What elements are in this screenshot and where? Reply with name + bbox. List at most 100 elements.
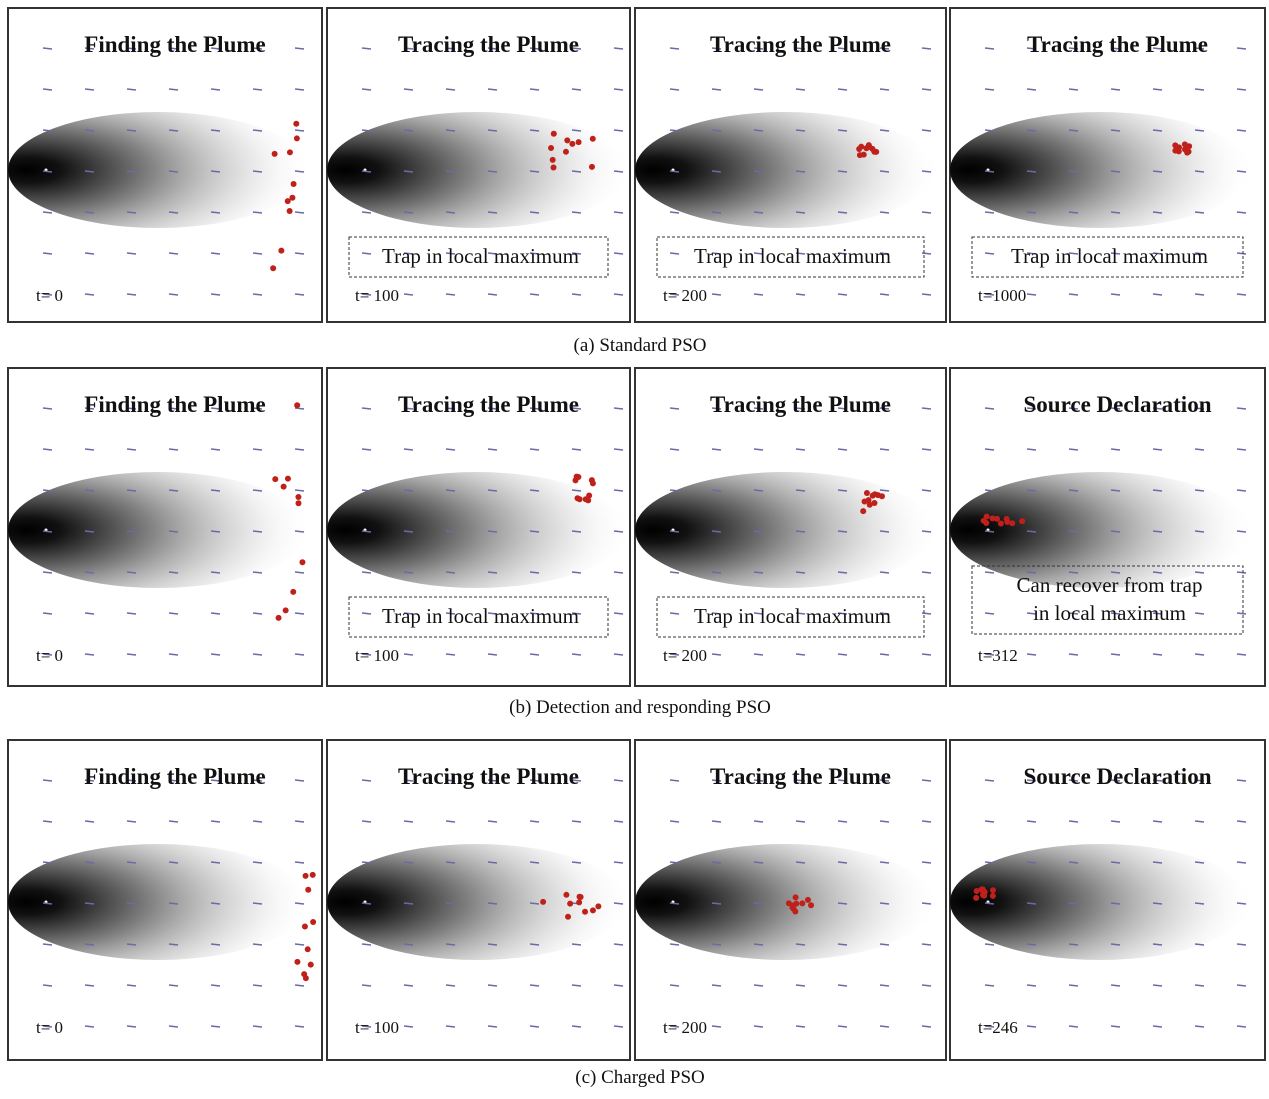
wind-arrow [754,212,763,213]
wind-arrow [211,944,220,945]
panel-title: Tracing the Plume [710,392,891,417]
wind-arrow [1111,862,1120,863]
particle [276,615,282,621]
wind-arrow [670,531,679,532]
wind-arrow [1069,862,1078,863]
wind-arrow [670,89,679,90]
wind-arrow [253,130,262,131]
panel: Tracing the Plumet= 100 [327,740,630,1060]
particle [565,914,571,920]
wind-arrow [211,531,220,532]
particle [583,496,589,502]
wind-arrow [253,89,262,90]
wind-arrow [1111,1026,1120,1027]
wind-arrow [446,985,455,986]
time-label: t= 100 [355,1018,399,1037]
wind-arrow [446,654,455,655]
panel-title: Finding the Plume [84,32,265,57]
wind-arrow [1027,490,1036,491]
wind-arrow [922,1026,931,1027]
wind-arrow [922,130,931,131]
wind-arrow [922,944,931,945]
wind-arrow [1153,294,1162,295]
wind-arrow [295,48,304,49]
particle [989,515,995,521]
time-label: t= 200 [663,1018,707,1037]
time-label: t= 0 [36,286,63,305]
particle [289,195,295,201]
wind-arrow [572,171,581,172]
wind-arrow [253,985,262,986]
particle [308,962,314,968]
plume [8,844,308,960]
wind-arrow [127,572,136,573]
wind-arrow [1237,48,1246,49]
wind-arrow [127,449,136,450]
particle [294,402,300,408]
panel-title: Source Declaration [1023,392,1211,417]
wind-arrow [880,944,889,945]
particle [281,484,287,490]
wind-arrow [754,903,763,904]
wind-arrow [211,449,220,450]
wind-arrow [211,985,220,986]
wind-arrow [754,89,763,90]
wind-arrow [1195,1026,1204,1027]
wind-arrow [1195,171,1204,172]
particle [589,164,595,170]
wind-arrow [572,862,581,863]
wind-arrow [85,171,94,172]
wind-arrow [295,903,304,904]
wind-arrow [446,449,455,450]
wind-arrow [211,171,220,172]
wind-arrow [614,821,623,822]
wind-arrow [253,449,262,450]
particle [793,894,799,900]
wind-arrow [985,572,994,573]
wind-arrow [985,780,994,781]
wind-arrow [253,613,262,614]
wind-arrow [1027,654,1036,655]
wind-arrow [985,531,994,532]
wind-arrow [85,985,94,986]
wind-arrow [446,294,455,295]
wind-arrow [404,821,413,822]
wind-arrow [1237,1026,1246,1027]
wind-arrow [670,48,679,49]
wind-arrow [838,294,847,295]
wind-arrow [712,89,721,90]
wind-arrow [838,130,847,131]
wind-arrow [530,1026,539,1027]
time-label: t=312 [978,646,1018,665]
wind-arrow [362,985,371,986]
particle [860,508,866,514]
wind-arrow [614,490,623,491]
particle [551,164,557,170]
wind-arrow [614,171,623,172]
wind-arrow [530,531,539,532]
particle [295,494,301,500]
wind-arrow [530,572,539,573]
wind-arrow [880,212,889,213]
wind-arrow [712,572,721,573]
annotation: in local maximum [1033,601,1186,625]
particle [569,141,575,147]
wind-arrow [712,903,721,904]
wind-arrow [1237,294,1246,295]
wind-arrow [985,89,994,90]
wind-arrow [572,821,581,822]
wind-arrow [446,821,455,822]
wind-arrow [295,821,304,822]
wind-arrow [922,531,931,532]
wind-arrow [712,821,721,822]
wind-arrow [796,294,805,295]
panel-title: Tracing the Plume [398,392,579,417]
wind-arrow [446,212,455,213]
wind-arrow [43,253,52,254]
particle [574,474,580,480]
wind-arrow [404,294,413,295]
wind-arrow [572,1026,581,1027]
panel: Finding the Plumet= 0 [8,368,322,686]
annotation: Can recover from trap [1017,573,1203,597]
